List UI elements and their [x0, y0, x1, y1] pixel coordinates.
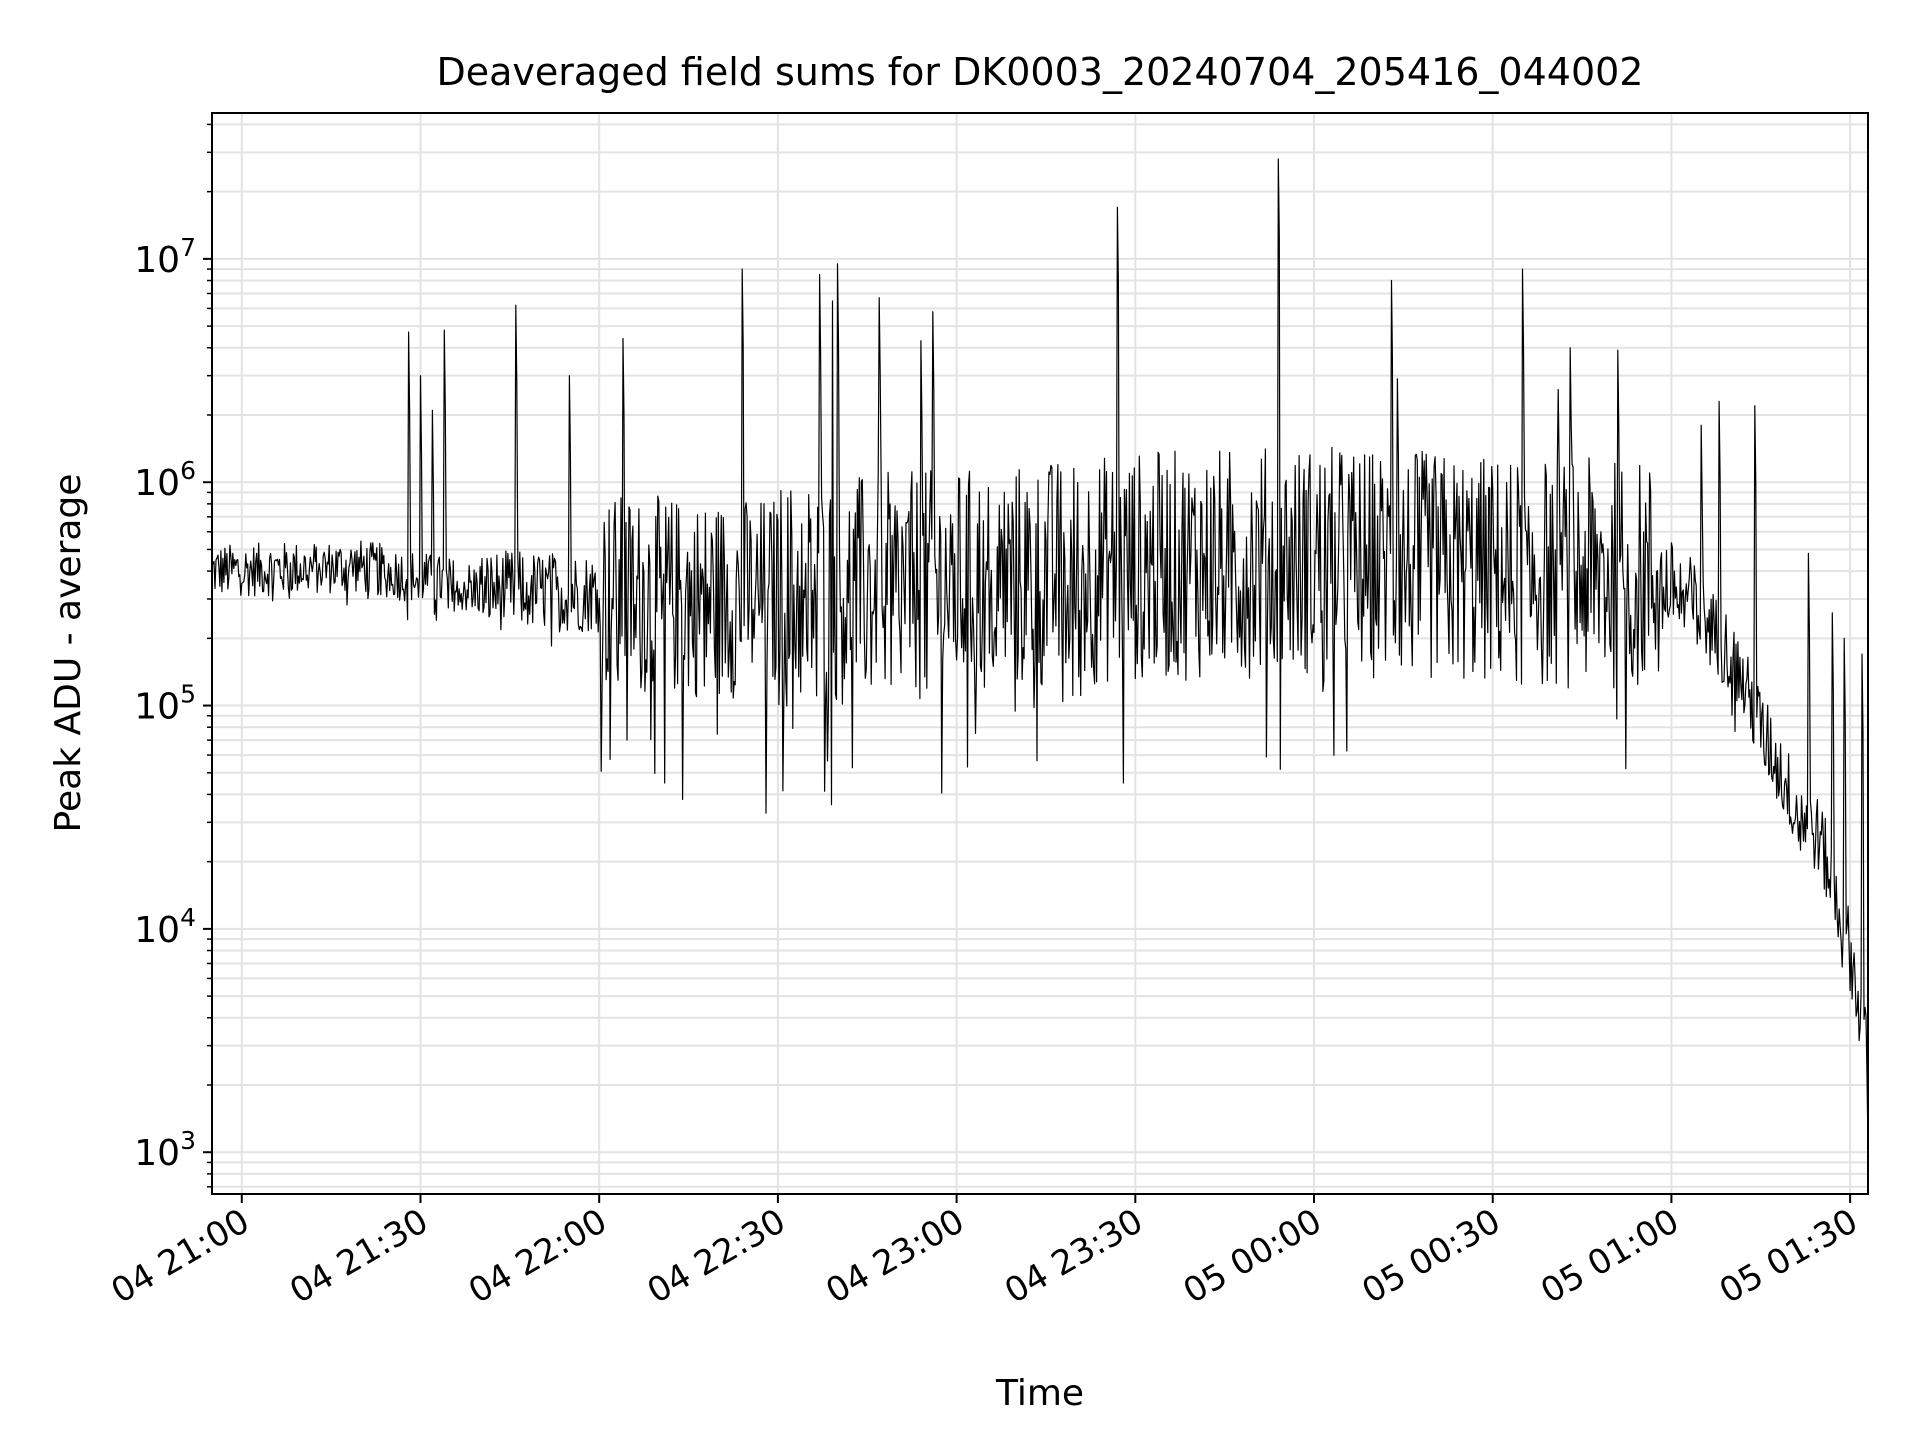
x-axis-label: Time	[995, 1373, 1084, 1414]
plot-frame	[211, 112, 1869, 1195]
y-tick-label: 106	[134, 456, 196, 504]
chart-title: Deaveraged field sums for DK0003_2024070…	[436, 50, 1643, 94]
y-tick-label: 104	[134, 903, 196, 951]
y-tick-label: 103	[134, 1126, 196, 1174]
series-line	[211, 158, 1869, 1148]
y-axis-ticks: 103 104 105 106 107	[134, 123, 212, 1188]
y-tick-label: 105	[134, 680, 196, 728]
grid	[212, 113, 1868, 1194]
y-tick-label: 107	[134, 233, 196, 281]
y-axis-label: Peak ADU - average	[48, 474, 89, 833]
